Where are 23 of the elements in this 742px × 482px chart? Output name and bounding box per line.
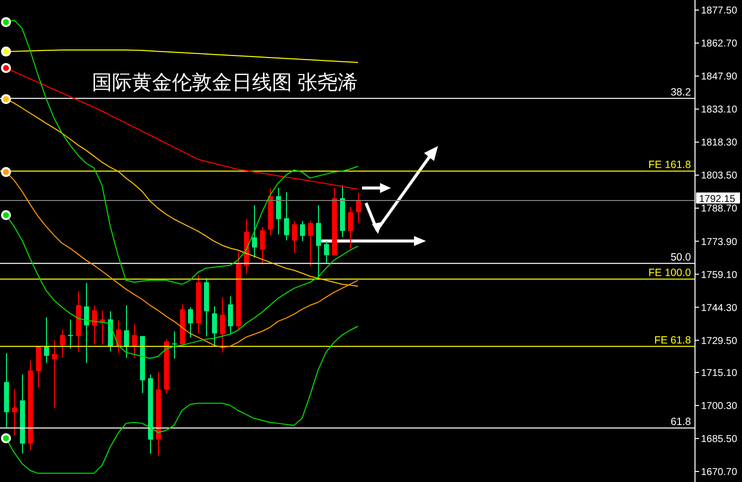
text: 国际黄金伦敦金日线图 张尧浠 xyxy=(92,71,358,96)
y-tick-label: 1715.10 xyxy=(701,368,738,379)
ref-line-label: 1792.15 xyxy=(699,194,736,205)
y-tick-label: 1759.10 xyxy=(701,270,738,281)
annotation: 38.2 xyxy=(670,86,692,98)
y-tick-label: 1685.50 xyxy=(701,434,738,446)
y-tick-label: 1788.70 xyxy=(701,204,738,215)
y-tick-label: 1847.90 xyxy=(701,72,738,83)
y-tick-label: 1803.50 xyxy=(701,170,738,182)
y-tick-label: 1833.10 xyxy=(701,104,738,116)
y-tick-label: 1700.30 xyxy=(701,401,738,412)
y-tick-label: 1818.30 xyxy=(701,138,738,149)
y-tick-label: 1670.70 xyxy=(701,467,738,478)
annotation: FE 61.8 xyxy=(654,334,692,346)
y-tick-label: 1773.90 xyxy=(701,236,738,248)
annotation: 61.8 xyxy=(670,416,692,428)
y-tick-label: 1744.30 xyxy=(701,302,738,314)
y-tick-label: 1862.70 xyxy=(701,38,738,50)
annotation: 50.0 xyxy=(670,251,692,264)
annotation: FE 100.0 xyxy=(648,267,692,280)
y-tick-label: 1877.50 xyxy=(701,6,738,17)
annotation: FE 161.8 xyxy=(648,159,692,172)
y-tick-label: 1729.50 xyxy=(701,336,738,347)
